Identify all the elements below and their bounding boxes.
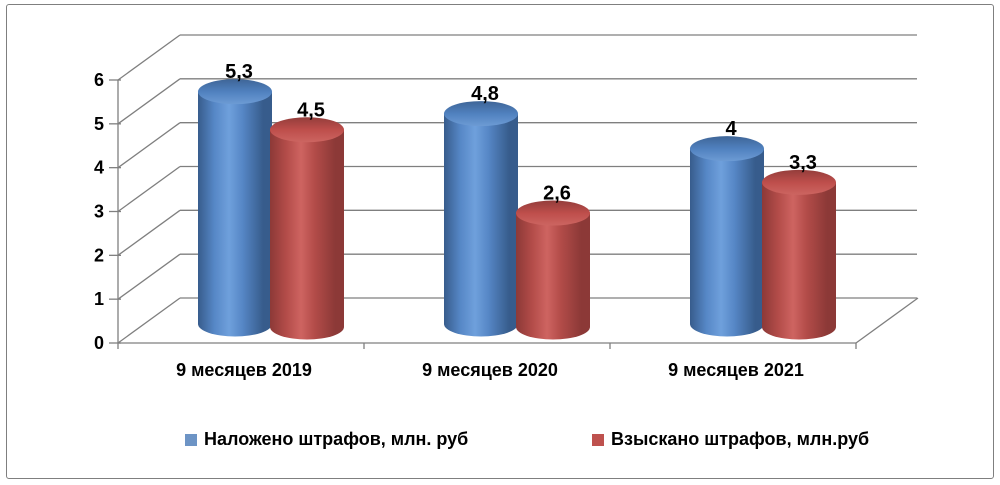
cylinder-bar-body xyxy=(516,213,590,340)
cylinder-bar-top xyxy=(198,79,272,105)
bar-value-label: 4,5 xyxy=(297,99,325,121)
y-axis-tick-label: 0 xyxy=(94,333,104,353)
cylinder-bar-body xyxy=(198,91,272,337)
legend-item-nalozheno: Наложено штрафов, млн. руб xyxy=(185,429,468,450)
gridline-depth xyxy=(117,253,181,300)
legend-label: Наложено штрафов, млн. руб xyxy=(204,429,469,449)
cylinder-bar-top xyxy=(690,136,764,162)
cylinder-bar-body xyxy=(762,182,836,340)
gridline-depth xyxy=(117,209,181,256)
gridline-depth xyxy=(117,297,181,344)
legend-swatch-blue xyxy=(185,433,197,446)
y-axis-tick-label: 5 xyxy=(94,114,104,134)
legend-swatch-red xyxy=(592,433,604,446)
bar-value-label: 2,6 xyxy=(543,183,571,205)
y-axis-tick-label: 2 xyxy=(94,245,104,265)
y-axis-tick-label: 4 xyxy=(94,158,104,178)
cylinder-bar-top xyxy=(444,101,518,127)
y-axis-tick-label: 6 xyxy=(94,70,104,90)
cylinder-bar-top xyxy=(516,200,590,226)
gridline-depth xyxy=(117,34,181,81)
category-label: 9 месяцев 2020 xyxy=(422,360,558,380)
category-label: 9 месяцев 2019 xyxy=(176,360,312,380)
gridline-depth xyxy=(117,78,181,125)
bar-value-label: 4 xyxy=(725,118,737,140)
gridline-depth xyxy=(117,165,181,213)
floor-right-edge xyxy=(855,297,919,344)
legend-item-vzyskano: Взыскано штрафов, млн.руб xyxy=(592,429,869,450)
cylinder-bar-body xyxy=(444,113,518,337)
y-axis-tick-label: 1 xyxy=(94,289,104,309)
cylinder-bar-body xyxy=(270,129,344,340)
bar-value-label: 3,3 xyxy=(789,152,817,174)
cylinder-bar-body xyxy=(690,148,764,337)
bar-value-label: 5,3 xyxy=(225,61,253,83)
category-label: 9 месяцев 2021 xyxy=(668,360,804,380)
legend-label: Взыскано штрафов, млн.руб xyxy=(611,429,870,449)
cylinder-bar-top xyxy=(270,117,344,143)
cylinder-bar-top xyxy=(762,169,836,195)
cylinder-bar-chart: 0 1 2 3 4 5 6 5,3 4,5 9 месяцев 2019 4,8 2,6 9 месяц… xyxy=(94,34,919,380)
bar-value-label: 4,8 xyxy=(471,83,499,105)
gridline-depth xyxy=(117,122,181,169)
y-axis-tick-label: 3 xyxy=(94,202,104,222)
